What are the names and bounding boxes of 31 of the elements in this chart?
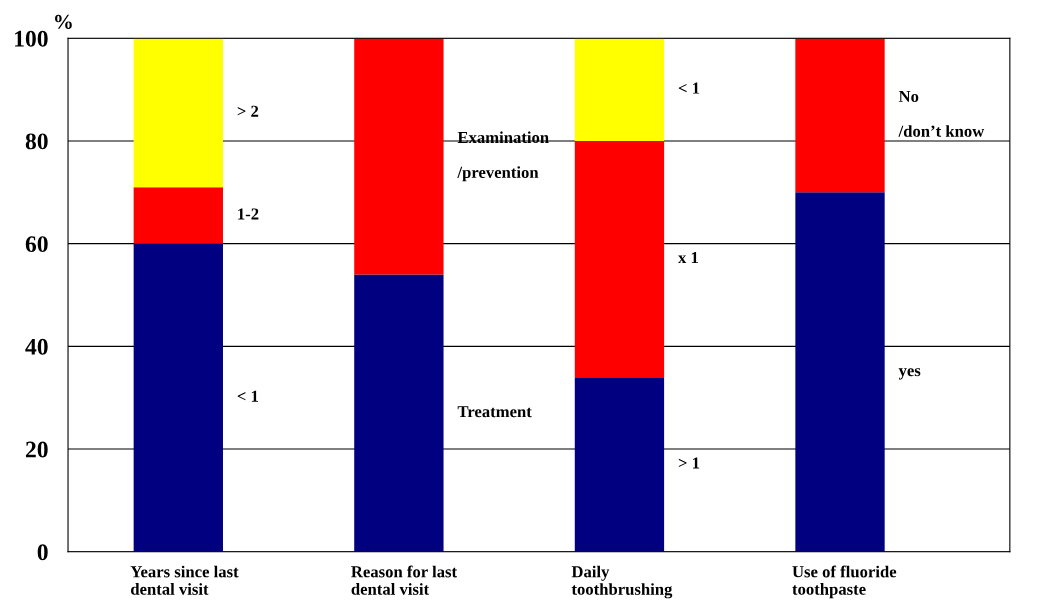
annotation: 1-2 (238, 208, 259, 220)
y-tick-label: 0 (37, 544, 48, 561)
y-tick-label: 40 (25, 338, 48, 355)
annotation: yes (898, 368, 921, 380)
x-tick-label: Years since last dental visit (130, 565, 239, 595)
y-axis-title: % (55, 14, 72, 29)
bar (795, 192, 885, 552)
y-tick-label: 60 (25, 236, 48, 253)
annotation: < 1 (678, 82, 700, 94)
annotation: x 1 (678, 252, 698, 264)
y-tick-label: 80 (25, 133, 48, 150)
text: No /don’t know (898, 90, 985, 137)
bar (354, 38, 444, 275)
annotation: > 2 (237, 105, 259, 117)
y-tick-label: 100 (15, 30, 48, 47)
annotation: Treatment (457, 406, 532, 418)
bar (133, 38, 223, 188)
bar (354, 274, 444, 552)
bar (133, 187, 223, 244)
bar (574, 377, 665, 552)
bar (574, 140, 665, 378)
annotation: > 1 (678, 457, 700, 469)
text: Examination /prevention (457, 131, 549, 182)
bar (133, 243, 223, 552)
x-tick-label: Reason for last dental visit (351, 565, 457, 595)
x-tick-label: Use of fluoride toothpaste (792, 565, 897, 599)
bar (795, 38, 885, 193)
x-tick-label: Daily toothbrushing (571, 565, 673, 599)
bar (574, 38, 665, 141)
annotation: < 1 (237, 390, 258, 402)
y-tick-label: 20 (25, 441, 48, 458)
